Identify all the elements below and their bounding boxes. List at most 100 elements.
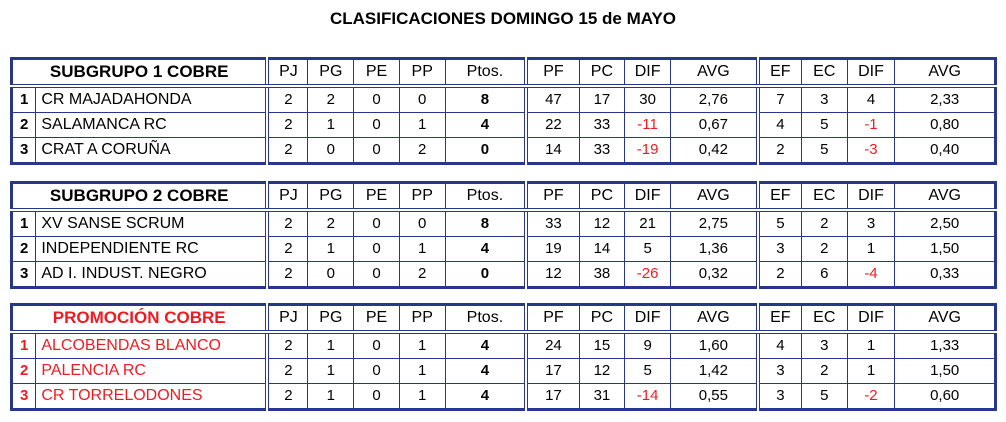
cell-dif-7: 5 [624, 236, 671, 262]
column-header-4-ptos: Ptos. [444, 58, 527, 88]
cell-ec-10: 3 [800, 331, 848, 359]
column-header-10-ec: EC [800, 58, 848, 88]
cell-pj-0: 2 [265, 261, 309, 288]
cell-pg-1: 0 [307, 261, 355, 288]
table-row: 2 INDEPENDIENTE RC 2 1 0 1 4 19 14 5 1,36 3 2 1 1,50 [10, 236, 996, 262]
cell-dif-11: 1 [846, 358, 896, 384]
cell-pe-2: 0 [353, 261, 400, 288]
cell-ec-10: 2 [800, 236, 848, 262]
cell-ef-9: 3 [755, 383, 802, 410]
cell-pp-3: 2 [398, 137, 446, 164]
cell-pf-5: 22 [524, 112, 580, 138]
cell-avg-12: 2,50 [894, 209, 996, 237]
cell-avg-8: 0,42 [669, 137, 759, 164]
cell-pg-1: 2 [307, 85, 355, 113]
team-name: CR MAJADAHONDA [35, 85, 268, 113]
cell-avg-8: 0,67 [669, 112, 759, 138]
column-header-8-avg: AVG [669, 304, 759, 334]
cell-pp-3: 1 [398, 112, 446, 138]
cell-ef-9: 7 [755, 85, 802, 113]
cell-ef-9: 3 [755, 236, 802, 262]
cell-pe-2: 0 [353, 137, 400, 164]
cell-pe-2: 0 [353, 112, 400, 138]
column-header-6-pc: PC [578, 182, 626, 212]
cell-pf-5: 17 [524, 383, 580, 410]
cell-avg-8: 1,36 [669, 236, 759, 262]
column-header-3-pp: PP [398, 304, 446, 334]
cell-pj-0: 2 [265, 112, 309, 138]
cell-pe-2: 0 [353, 331, 400, 359]
group-title: SUBGRUPO 2 COBRE [11, 182, 268, 212]
cell-dif-11: 4 [846, 85, 896, 113]
column-header-7-dif: DIF [624, 304, 671, 334]
cell-dif-11: 1 [846, 236, 896, 262]
cell-avg-12: 2,33 [894, 85, 996, 113]
cell-pg-1: 2 [307, 209, 355, 237]
table-row: 2 SALAMANCA RC 2 1 0 1 4 22 33 -11 0,67 4 5 -1 0,80 [10, 112, 996, 138]
cell-avg-12: 0,40 [894, 137, 996, 164]
cell-dif-7: 9 [624, 331, 671, 359]
team-name: XV SANSE SCRUM [35, 209, 268, 237]
column-header-2-pe: PE [353, 182, 400, 212]
cell-avg-8: 1,42 [669, 358, 759, 384]
cell-pf-5: 17 [524, 358, 580, 384]
cell-pj-0: 2 [265, 358, 309, 384]
table-row: 3 CRAT A CORUÑA 2 0 0 2 0 14 33 -19 0,42 2 5 -3 0,40 [10, 137, 996, 164]
column-header-8-avg: AVG [669, 182, 759, 212]
header-row: PROMOCIÓN COBRE PJ PG PE PP Ptos. PF PC DIF AVG EF… [11, 304, 996, 334]
column-header-11-dif: DIF [846, 304, 896, 334]
cell-pg-1: 1 [307, 331, 355, 359]
cell-pf-5: 14 [524, 137, 580, 164]
cell-pf-5: 33 [524, 209, 580, 237]
cell-ptos-4: 8 [444, 85, 527, 113]
cell-pf-5: 12 [524, 261, 580, 288]
cell-pj-0: 2 [265, 209, 309, 237]
cell-ptos-4: 4 [444, 383, 527, 410]
cell-ptos-4: 4 [444, 331, 527, 359]
column-header-10-ec: EC [800, 304, 848, 334]
column-header-5-pf: PF [524, 182, 580, 212]
cell-pc-6: 33 [578, 112, 626, 138]
cell-pe-2: 0 [353, 236, 400, 262]
column-header-4-ptos: Ptos. [444, 182, 527, 212]
cell-pc-6: 33 [578, 137, 626, 164]
cell-pe-2: 0 [353, 383, 400, 410]
position-number: 1 [10, 331, 37, 359]
team-name: CRAT A CORUÑA [35, 137, 268, 164]
cell-dif-11: -2 [846, 383, 896, 410]
team-name: INDEPENDIENTE RC [35, 236, 268, 262]
column-header-8-avg: AVG [669, 58, 759, 88]
cell-avg-12: 1,33 [894, 331, 996, 359]
cell-pp-3: 1 [398, 383, 446, 410]
cell-ef-9: 2 [755, 137, 802, 164]
cell-pc-6: 31 [578, 383, 626, 410]
cell-dif-7: -11 [624, 112, 671, 138]
column-header-10-ec: EC [800, 182, 848, 212]
cell-avg-12: 0,80 [894, 112, 996, 138]
cell-avg-8: 1,60 [669, 331, 759, 359]
column-header-2-pe: PE [353, 58, 400, 88]
cell-ef-9: 5 [755, 209, 802, 237]
cell-pg-1: 1 [307, 358, 355, 384]
cell-pj-0: 2 [265, 85, 309, 113]
page-title: CLASIFICACIONES DOMINGO 15 de MAYO [329, 9, 677, 28]
column-header-1-pg: PG [307, 58, 355, 88]
cell-pe-2: 0 [353, 209, 400, 237]
position-number: 3 [10, 137, 37, 164]
cell-ec-10: 2 [800, 209, 848, 237]
position-number: 1 [10, 85, 37, 113]
standings-table-promocion-cobre: PROMOCIÓN COBRE PJ PG PE PP Ptos. PF PC DIF AVG EF… [10, 303, 997, 411]
position-number: 2 [10, 112, 37, 138]
team-name: AD I. INDUST. NEGRO [35, 261, 268, 288]
cell-pj-0: 2 [265, 383, 309, 410]
cell-pp-3: 1 [398, 331, 446, 359]
cell-ptos-4: 8 [444, 209, 527, 237]
cell-dif-11: 3 [846, 209, 896, 237]
cell-pf-5: 47 [524, 85, 580, 113]
cell-avg-8: 0,55 [669, 383, 759, 410]
standings-table-subgrupo-1-cobre: SUBGRUPO 1 COBRE PJ PG PE PP Ptos. PF PC DIF AVG E… [10, 57, 997, 165]
cell-pe-2: 0 [353, 358, 400, 384]
header-row: SUBGRUPO 2 COBRE PJ PG PE PP Ptos. PF PC DIF AVG E… [11, 182, 996, 212]
cell-pj-0: 2 [265, 331, 309, 359]
cell-avg-12: 1,50 [894, 358, 996, 384]
